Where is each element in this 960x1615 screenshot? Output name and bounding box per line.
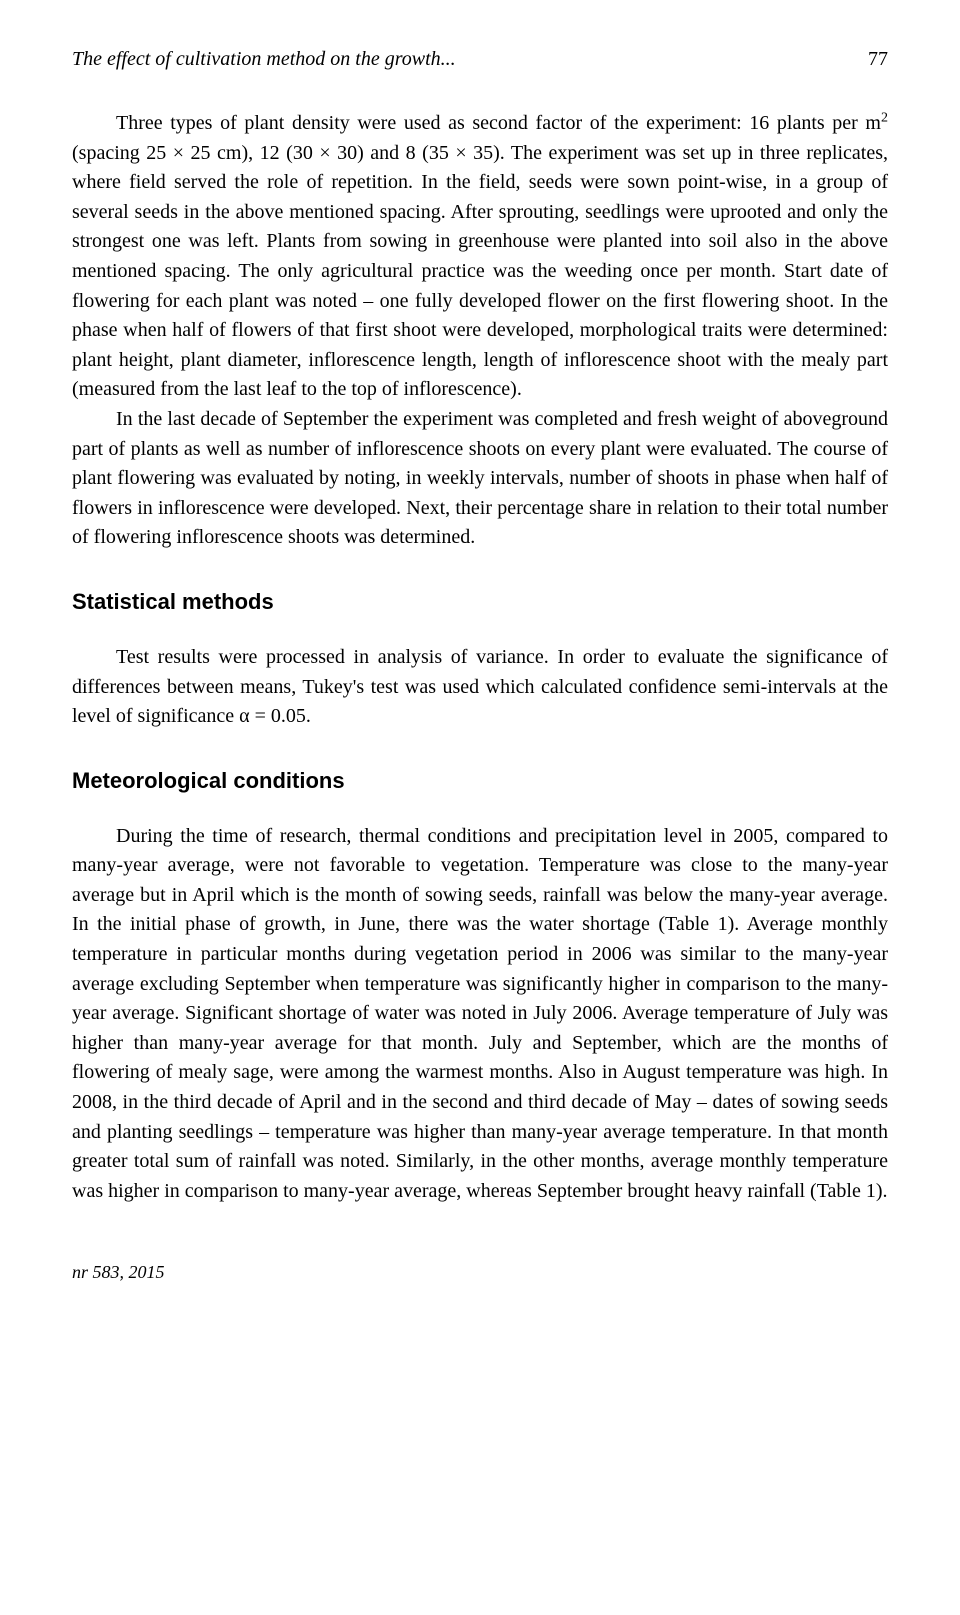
p1-sup: 2 [881, 110, 888, 125]
page-number: 77 [868, 48, 888, 71]
p3-text: Test results were processed in analysis … [72, 646, 888, 727]
page-header: The effect of cultivation method on the … [72, 48, 888, 71]
p2-text: In the last decade of September the expe… [72, 408, 888, 548]
running-title: The effect of cultivation method on the … [72, 48, 456, 71]
paragraph-september: In the last decade of September the expe… [72, 405, 888, 553]
p4-text: During the time of research, thermal con… [72, 825, 888, 1202]
paragraph-meteorological: During the time of research, thermal con… [72, 822, 888, 1207]
paragraph-statistical: Test results were processed in analysis … [72, 643, 888, 732]
paragraph-density: Three types of plant density were used a… [72, 109, 888, 405]
p1-part-b: (spacing 25 × 25 cm), 12 (30 × 30) and 8… [72, 142, 888, 401]
heading-meteorological-conditions: Meteorological conditions [72, 768, 888, 794]
p1-part-a: Three types of plant density were used a… [116, 112, 881, 134]
heading-statistical-methods: Statistical methods [72, 589, 888, 615]
footer-issue: nr 583, 2015 [72, 1262, 888, 1283]
